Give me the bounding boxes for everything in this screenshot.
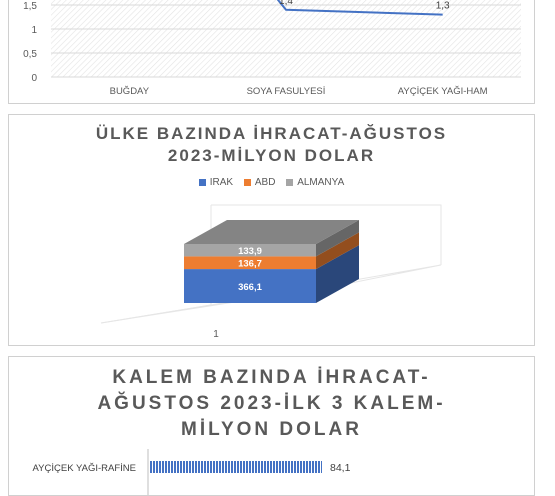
legend-item: ABD <box>243 177 276 188</box>
data-label: 133,9 <box>238 246 262 257</box>
title-line: KALEM BAZINDA İHRACAT- <box>112 367 431 388</box>
plot-area <box>51 0 521 77</box>
legend-label: ALMANYA <box>297 177 345 188</box>
title-line: 2023-MİLYON DOLAR <box>167 146 376 165</box>
stacked-bar-3d-chart: 366,1 136,7 133,9 1 <box>100 204 442 340</box>
data-label: 1,4 <box>279 0 293 7</box>
item-export-chart-panel: KALEM BAZINDA İHRACAT- AĞUSTOS 2023-İLK … <box>8 356 535 496</box>
horizontal-bar-chart: AYÇİÇEK YAĞI-RAFİNE 84,1 <box>33 449 351 495</box>
y-tick-label: AYÇİÇEK YAĞI-RAFİNE <box>33 463 136 474</box>
legend-item: IRAK <box>198 177 234 188</box>
x-tick-label: 1 <box>213 329 219 340</box>
legend: IRAK ABD ALMANYA <box>9 177 534 188</box>
bar-segment <box>184 269 316 303</box>
bar-segment <box>184 244 316 257</box>
back-wall-edge <box>211 204 442 265</box>
data-label: 366,1 <box>238 282 262 293</box>
country-export-chart-panel: ÜLKE BAZINDA İHRACAT-AĞUSTOS 2023-MİLYON… <box>8 114 535 346</box>
data-label: 1,3 <box>436 1 450 12</box>
bar-segment-side <box>316 232 359 270</box>
country-export-chart-title: ÜLKE BAZINDA İHRACAT-AĞUSTOS 2023-MİLYON… <box>9 123 534 167</box>
bar <box>150 461 322 473</box>
line-chart-panel: 0 0,5 1 1,5 BUĞDAY SOYA FASULYESİ AYÇİÇEK YAĞI… <box>8 0 535 104</box>
item-export-chart-title: KALEM BAZINDA İHRACAT- AĞUSTOS 2023-İLK … <box>9 365 534 443</box>
bar-segment <box>184 256 316 270</box>
x-tick-label: BUĞDAY <box>110 86 150 97</box>
data-label: 84,1 <box>330 462 351 474</box>
line-chart: 0 0,5 1 1,5 BUĞDAY SOYA FASULYESİ AYÇİÇEK YAĞI… <box>23 0 521 97</box>
bar-top <box>184 220 359 244</box>
title-line: MİLYON DOLAR <box>181 419 362 440</box>
legend-label: IRAK <box>209 177 234 188</box>
y-tick-label: 0,5 <box>23 49 37 60</box>
legend-swatch <box>243 178 251 186</box>
bar-segment-side <box>316 245 359 303</box>
y-tick-label: 1,5 <box>23 1 37 12</box>
title-line: ÜLKE BAZINDA İHRACAT-AĞUSTOS <box>95 124 448 143</box>
data-label: 136,7 <box>238 259 262 270</box>
series-line <box>276 0 443 16</box>
x-tick-label: SOYA FASULYESİ <box>247 86 326 97</box>
x-tick-label: AYÇİÇEK YAĞI-HAM <box>398 86 488 97</box>
y-tick-label: 1 <box>31 25 37 36</box>
bar-segment-side <box>316 220 359 257</box>
title-line: AĞUSTOS 2023-İLK 3 KALEM- <box>97 393 446 414</box>
legend-swatch <box>198 178 206 186</box>
legend-label: ABD <box>254 177 276 188</box>
legend-swatch <box>286 178 294 186</box>
legend-item: ALMANYA <box>286 177 344 188</box>
y-tick-label: 0 <box>31 73 37 84</box>
